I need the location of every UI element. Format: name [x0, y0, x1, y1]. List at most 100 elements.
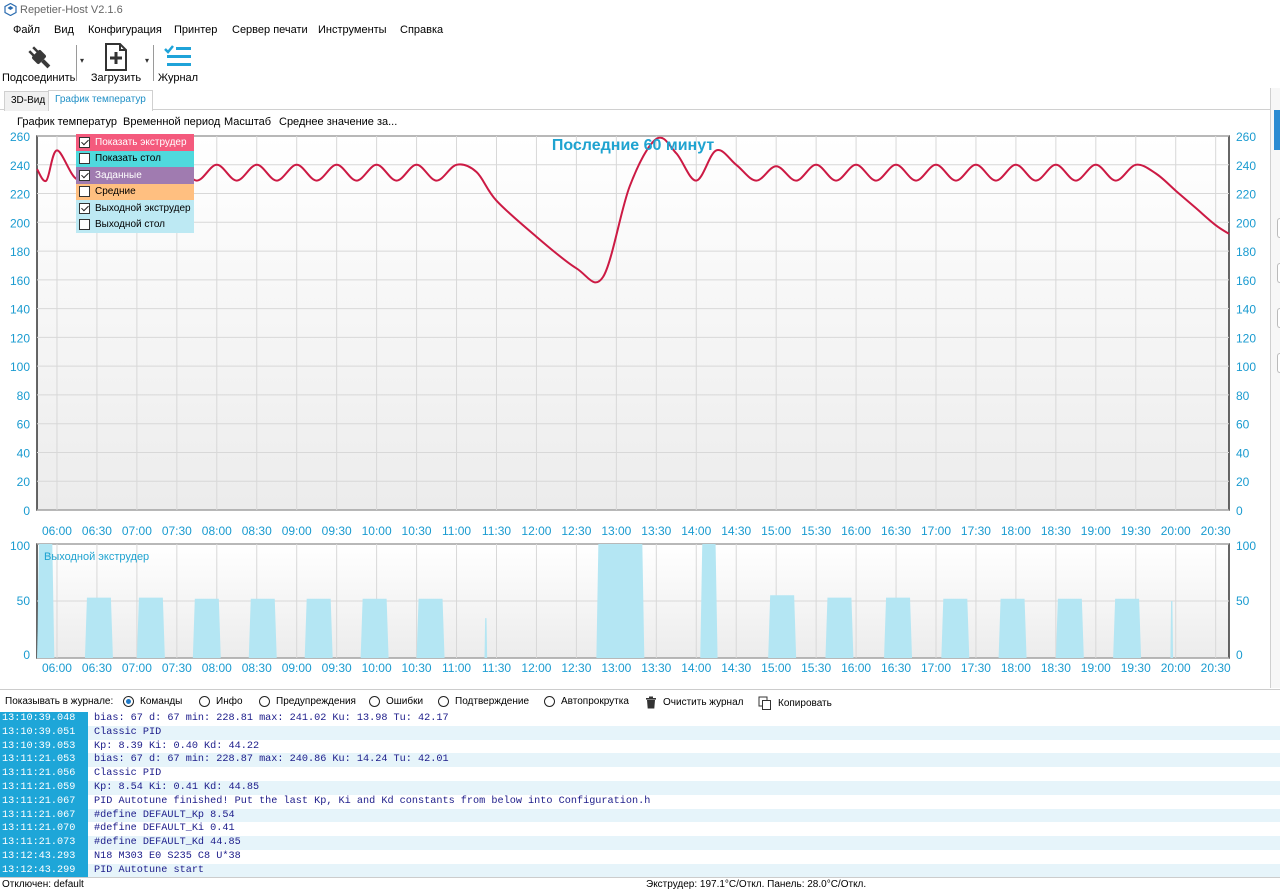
legend-item[interactable]: Средние	[76, 183, 194, 200]
plug-icon	[28, 46, 51, 69]
y-tick-label-right: 260	[1236, 132, 1256, 144]
y-tick-label-left: 100	[10, 540, 30, 553]
x-tick-label: 09:30	[322, 661, 352, 675]
log-row: 13:11:21.053 bias: 67 d: 67 min: 228.87 m…	[0, 753, 1280, 768]
x-tick-label: 20:30	[1201, 661, 1231, 675]
radio-warnings[interactable]	[259, 696, 270, 707]
tab-temperature-chart[interactable]: График температур	[48, 90, 153, 111]
y-tick-label-right: 40	[1236, 446, 1250, 460]
copy-log-button[interactable]: Копировать	[758, 696, 832, 710]
chart-menu: График температур Временной период Масшт…	[0, 112, 1270, 132]
legend-checkbox[interactable]	[79, 153, 90, 165]
y-tick-label-left: 0	[23, 504, 30, 518]
x-tick-label: 06:30	[82, 661, 112, 675]
log-button[interactable]: Журнал	[156, 40, 200, 86]
chart-title: Последние 60 минут	[552, 137, 714, 154]
menu-bar: Файл Вид Конфигурация Принтер Сервер печ…	[0, 20, 1280, 40]
legend-item[interactable]: Показать экструдер	[76, 134, 194, 151]
y-tick-label-right: 180	[1236, 245, 1256, 259]
temperature-grid	[37, 135, 1229, 511]
log-row: 13:11:21.067 #define DEFAULT_Kp 8.54	[0, 808, 1280, 823]
menu-file[interactable]: Файл	[13, 24, 41, 36]
x-tick-label: 15:30	[801, 524, 831, 538]
log-filter-errors[interactable]: Ошибки	[369, 696, 423, 707]
legend-item[interactable]: Выходной стол	[76, 216, 194, 233]
legend-checkbox[interactable]	[79, 219, 90, 231]
log-filter-info[interactable]: Инфо	[199, 696, 243, 707]
y-tick-label-right: 100	[1236, 540, 1256, 553]
chart-menu-average[interactable]: Среднее значение за...	[279, 116, 398, 128]
output-pulse	[484, 618, 488, 658]
log-row: 13:11:21.070 #define DEFAULT_Ki 0.41	[0, 822, 1280, 837]
y-tick-label-left: 200	[10, 216, 30, 230]
y-tick-label-right: 0	[1236, 648, 1243, 662]
legend-item[interactable]: Показать стол	[76, 150, 194, 167]
y-tick-label-left: 80	[17, 389, 31, 403]
right-panel-control[interactable]	[1277, 308, 1280, 328]
legend-checkbox[interactable]	[79, 169, 90, 181]
legend-checkbox[interactable]	[79, 186, 90, 198]
toolbar-separator	[76, 45, 77, 81]
menu-view[interactable]: Вид	[54, 24, 74, 36]
app-logo-icon	[4, 3, 17, 16]
tab-3d-view[interactable]: 3D-Вид	[4, 91, 53, 111]
load-dropdown-arrow[interactable]: ▾	[145, 56, 150, 65]
load-button[interactable]: Загрузить	[88, 40, 144, 86]
menu-help[interactable]: Справка	[400, 24, 444, 36]
x-tick-label: 17:30	[961, 661, 991, 675]
output-chart-title: Выходной экструдер	[44, 551, 149, 563]
toolbar-separator	[153, 45, 154, 81]
menu-print-server[interactable]: Сервер печати	[232, 24, 308, 36]
extruder-output-chart: 0 0 50 50 100 100 06:00 06:30 07:00 07:30 08:00 08:…	[10, 540, 1256, 675]
y-tick-label-left: 240	[10, 159, 30, 173]
output-pulse	[884, 597, 913, 658]
legend-checkbox[interactable]	[79, 202, 90, 214]
menu-printer[interactable]: Принтер	[174, 24, 218, 36]
clear-log-button[interactable]: Очистить журнал	[645, 696, 743, 709]
menu-config[interactable]: Конфигурация	[88, 24, 162, 36]
right-panel-active-tab[interactable]	[1274, 110, 1280, 150]
log-filter-ack[interactable]: Подтверждение	[438, 696, 529, 707]
radio-errors[interactable]	[369, 696, 380, 707]
chart-menu-period[interactable]: Временной период	[123, 116, 221, 128]
x-tick-label: 17:30	[961, 524, 991, 538]
output-pulse	[416, 598, 445, 658]
log-list[interactable]: 13:10:39.048 bias: 67 d: 67 min: 228.81 m…	[0, 712, 1280, 878]
radio-commands[interactable]	[123, 696, 134, 707]
list-icon	[164, 45, 191, 66]
y-tick-label-left: 220	[10, 188, 30, 202]
x-tick-label: 06:00	[42, 524, 72, 538]
x-tick-label: 19:30	[1121, 661, 1151, 675]
x-tick-label: 08:30	[242, 524, 272, 538]
x-tick-label: 13:30	[641, 524, 671, 538]
log-filter-warnings[interactable]: Предупреждения	[259, 696, 356, 707]
log-filter-commands[interactable]: Команды	[123, 696, 182, 707]
log-row: 13:11:21.073 #define DEFAULT_Kd 44.85	[0, 836, 1280, 850]
y-tick-label-left: 260	[10, 132, 30, 144]
x-tick-label: 11:30	[482, 661, 511, 675]
log-label: Журнал	[157, 72, 199, 84]
legend-item[interactable]: Выходной экструдер	[76, 200, 194, 217]
log-message: bias: 67 d: 67 min: 228.81 max: 241.02 K…	[94, 713, 449, 724]
right-panel-edge	[1270, 88, 1280, 688]
right-panel-control[interactable]	[1277, 353, 1280, 373]
log-timestamp: 13:11:21.067	[0, 808, 88, 823]
y-tick-label-right: 20	[1236, 475, 1250, 489]
legend-item[interactable]: Заданные	[76, 167, 194, 184]
legend-checkbox[interactable]	[79, 136, 90, 148]
right-panel-control[interactable]	[1277, 218, 1280, 238]
y-tick-label-right: 140	[1236, 303, 1256, 317]
radio-autoscroll[interactable]	[544, 696, 555, 707]
chart-menu-scale[interactable]: Масштаб	[224, 116, 272, 128]
radio-ack[interactable]	[438, 696, 449, 707]
chart-menu-temperature[interactable]: График температур	[17, 116, 117, 128]
right-panel-control[interactable]	[1277, 263, 1280, 283]
log-message: N18 M303 E0 S235 C8 U*38	[94, 850, 241, 862]
y-tick-label-left: 60	[17, 418, 31, 432]
menu-tools[interactable]: Инструменты	[318, 24, 387, 36]
connect-button[interactable]: Подсоединить	[2, 40, 75, 86]
radio-info[interactable]	[199, 696, 210, 707]
output-axis-ticks: 0 0 50 50 100 100 06:00 06:30 07:00 07:30 08:00 08:…	[10, 540, 1256, 675]
connect-dropdown-arrow[interactable]: ▾	[80, 56, 85, 65]
log-filter-autoscroll[interactable]: Автопрокрутка	[544, 696, 629, 707]
